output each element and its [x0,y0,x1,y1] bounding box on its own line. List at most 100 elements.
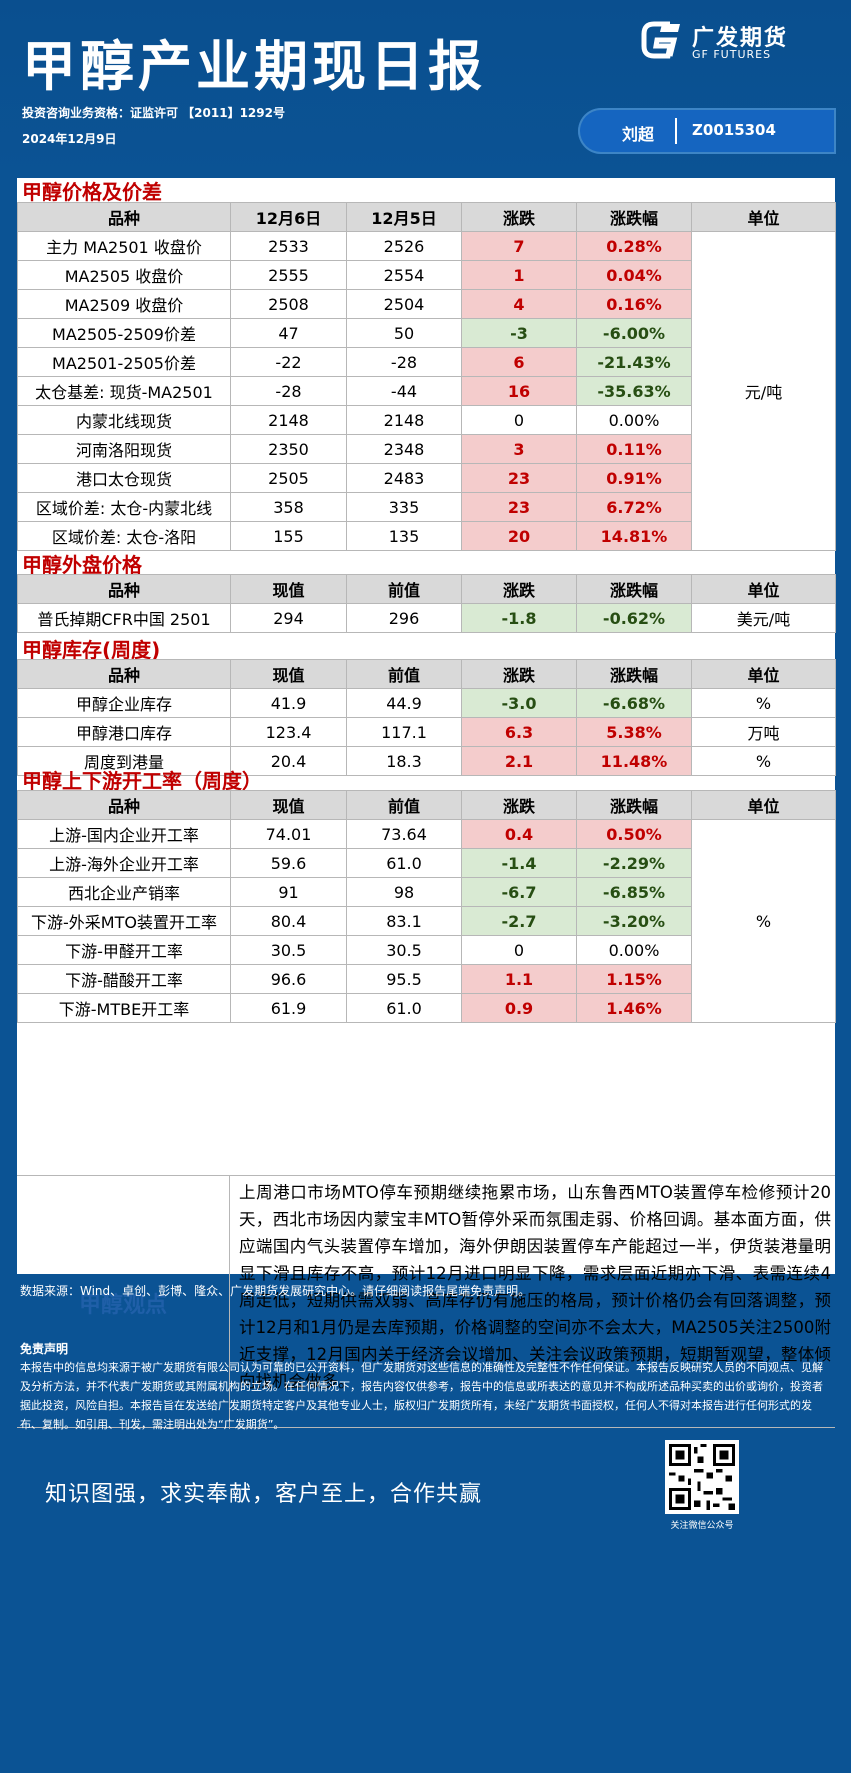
change-value: 16 [461,376,577,406]
current-value: 2555 [230,260,347,290]
table-row: 上游-海外企业开工率 59.6 61.0 -1.4 -2.29% [17,848,836,878]
column-header: 单位 [691,790,836,820]
current-value: 2148 [230,405,347,435]
analyst-badge: 刘超 Z0015304 [578,108,836,154]
table-row: 下游-MTBE开工率 61.9 61.0 0.9 1.46% [17,993,836,1023]
qr-code-icon[interactable] [665,1440,739,1514]
change-value: 3 [461,434,577,464]
data-source: 数据来源：Wind、卓创、彭博、隆众、广发期货发展研究中心。请仔细阅读报告尾端免… [20,1284,531,1298]
license-text: 投资咨询业务资格：证监许可 【2011】1292号 [22,106,285,120]
current-value: 294 [230,603,347,633]
table-header-row: 品种 12月6日 12月5日 涨跌 涨跌幅 单位 [17,202,836,232]
operating-table: 品种 现值 前值 涨跌 涨跌幅 单位 上游-国内企业开工率 74.01 73.64 0.4 0.50… [17,790,836,1023]
report-panel: 甲醇价格及价差 品种 12月6日 12月5日 涨跌 涨跌幅 单位 主力 MA2501 收盘价… [17,178,836,1429]
change-value: 6.3 [461,717,577,747]
previous-value: 117.1 [346,717,462,747]
change-value: 1 [461,260,577,290]
column-header: 12月6日 [230,202,347,232]
row-name: MA2509 收盘价 [17,289,231,319]
column-header: 涨跌 [461,659,577,689]
previous-value: 2526 [346,231,462,261]
column-header: 前值 [346,659,462,689]
change-value: -6.7 [461,877,577,907]
change-percent: 1.46% [576,993,692,1023]
previous-value: 335 [346,492,462,522]
previous-value: 296 [346,603,462,633]
previous-value: -44 [346,376,462,406]
current-value: 2508 [230,289,347,319]
change-value: -1.4 [461,848,577,878]
column-header: 涨跌幅 [576,574,692,604]
change-percent: 0.28% [576,231,692,261]
column-header: 12月5日 [346,202,462,232]
change-percent: 0.11% [576,434,692,464]
disclaimer-title: 免责声明 [20,1342,69,1356]
previous-value: 61.0 [346,993,462,1023]
column-header: 品种 [17,790,231,820]
disclaimer-text: 本报告中的信息均来源于被广发期货有限公司认为可靠的已公开资料，但广发期货对这些信… [20,1361,823,1431]
previous-value: 98 [346,877,462,907]
previous-value: 18.3 [346,746,462,776]
current-value: 80.4 [230,906,347,936]
change-value: 23 [461,463,577,493]
table-row: 主力 MA2501 收盘价 2533 2526 7 0.28% 元/吨 [17,231,836,551]
change-value: 23 [461,492,577,522]
column-header: 涨跌幅 [576,202,692,232]
previous-value: 135 [346,521,462,551]
row-name: MA2505 收盘价 [17,260,231,290]
row-name: 河南洛阳现货 [17,434,231,464]
row-name: 周度到港量 [17,746,231,776]
row-name: 甲醇港口库存 [17,717,231,747]
section-title-price: 甲醇价格及价差 [22,180,162,204]
logo-en-text: GF FUTURES [692,48,772,61]
change-value: 2.1 [461,746,577,776]
previous-value: 2554 [346,260,462,290]
table-row: 下游-甲醛开工率 30.5 30.5 0 0.00% [17,935,836,965]
table-row: MA2505 收盘价 2555 2554 1 0.04% [17,260,836,290]
section-title-operating: 甲醇上下游开工率（周度） [22,769,262,793]
row-name: 太仓基差: 现货-MA2501 [17,376,231,406]
column-header: 现值 [230,790,347,820]
column-header: 涨跌 [461,790,577,820]
current-value: 47 [230,318,347,348]
column-header: 涨跌幅 [576,659,692,689]
change-percent: -6.68% [576,688,692,718]
change-percent: -6.85% [576,877,692,907]
change-value: -3 [461,318,577,348]
previous-value: 50 [346,318,462,348]
current-value: 123.4 [230,717,347,747]
view-block: 甲醇观点 上周港口市场MTO停车预期继续拖累市场，山东鲁西MTO装置停车检修预计… [17,1175,835,1429]
column-header: 单位 [691,202,836,232]
previous-value: 30.5 [346,935,462,965]
current-value: 2505 [230,463,347,493]
row-name: 下游-醋酸开工率 [17,964,231,994]
analyst-code: Z0015304 [692,121,776,139]
change-percent: -35.63% [576,376,692,406]
column-header: 现值 [230,574,347,604]
table-row: 区域价差: 太仓-内蒙北线 358 335 23 6.72% [17,492,836,522]
current-value: 74.01 [230,819,347,849]
gf-futures-logo: 广发期货 GF FUTURES [640,18,820,66]
row-name: 上游-海外企业开工率 [17,848,231,878]
logo-cn-text: 广发期货 [692,26,789,51]
table-row: 太仓基差: 现货-MA2501 -28 -44 16 -35.63% [17,376,836,406]
change-percent: -21.43% [576,347,692,377]
change-percent: 1.15% [576,964,692,994]
previous-value: 2148 [346,405,462,435]
previous-value: 2483 [346,463,462,493]
table-row: 上游-国内企业开工率 74.01 73.64 0.4 0.50%% [17,819,836,1023]
row-name: 下游-MTBE开工率 [17,993,231,1023]
table-row: 下游-醋酸开工率 96.6 95.5 1.1 1.15% [17,964,836,994]
slogan: 知识图强，求实奉献，客户至上，合作共赢 [45,1482,483,1507]
report-title: 甲醇产业期现日报 [22,35,486,98]
current-value: 2533 [230,231,347,261]
change-percent: -3.20% [576,906,692,936]
row-name: 下游-甲醛开工率 [17,935,231,965]
change-percent: -6.00% [576,318,692,348]
change-value: 20 [461,521,577,551]
change-percent: 0.04% [576,260,692,290]
change-percent: 6.72% [576,492,692,522]
row-name: 下游-外采MTO装置开工率 [17,906,231,936]
row-name: MA2501-2505价差 [17,347,231,377]
row-name: 港口太仓现货 [17,463,231,493]
